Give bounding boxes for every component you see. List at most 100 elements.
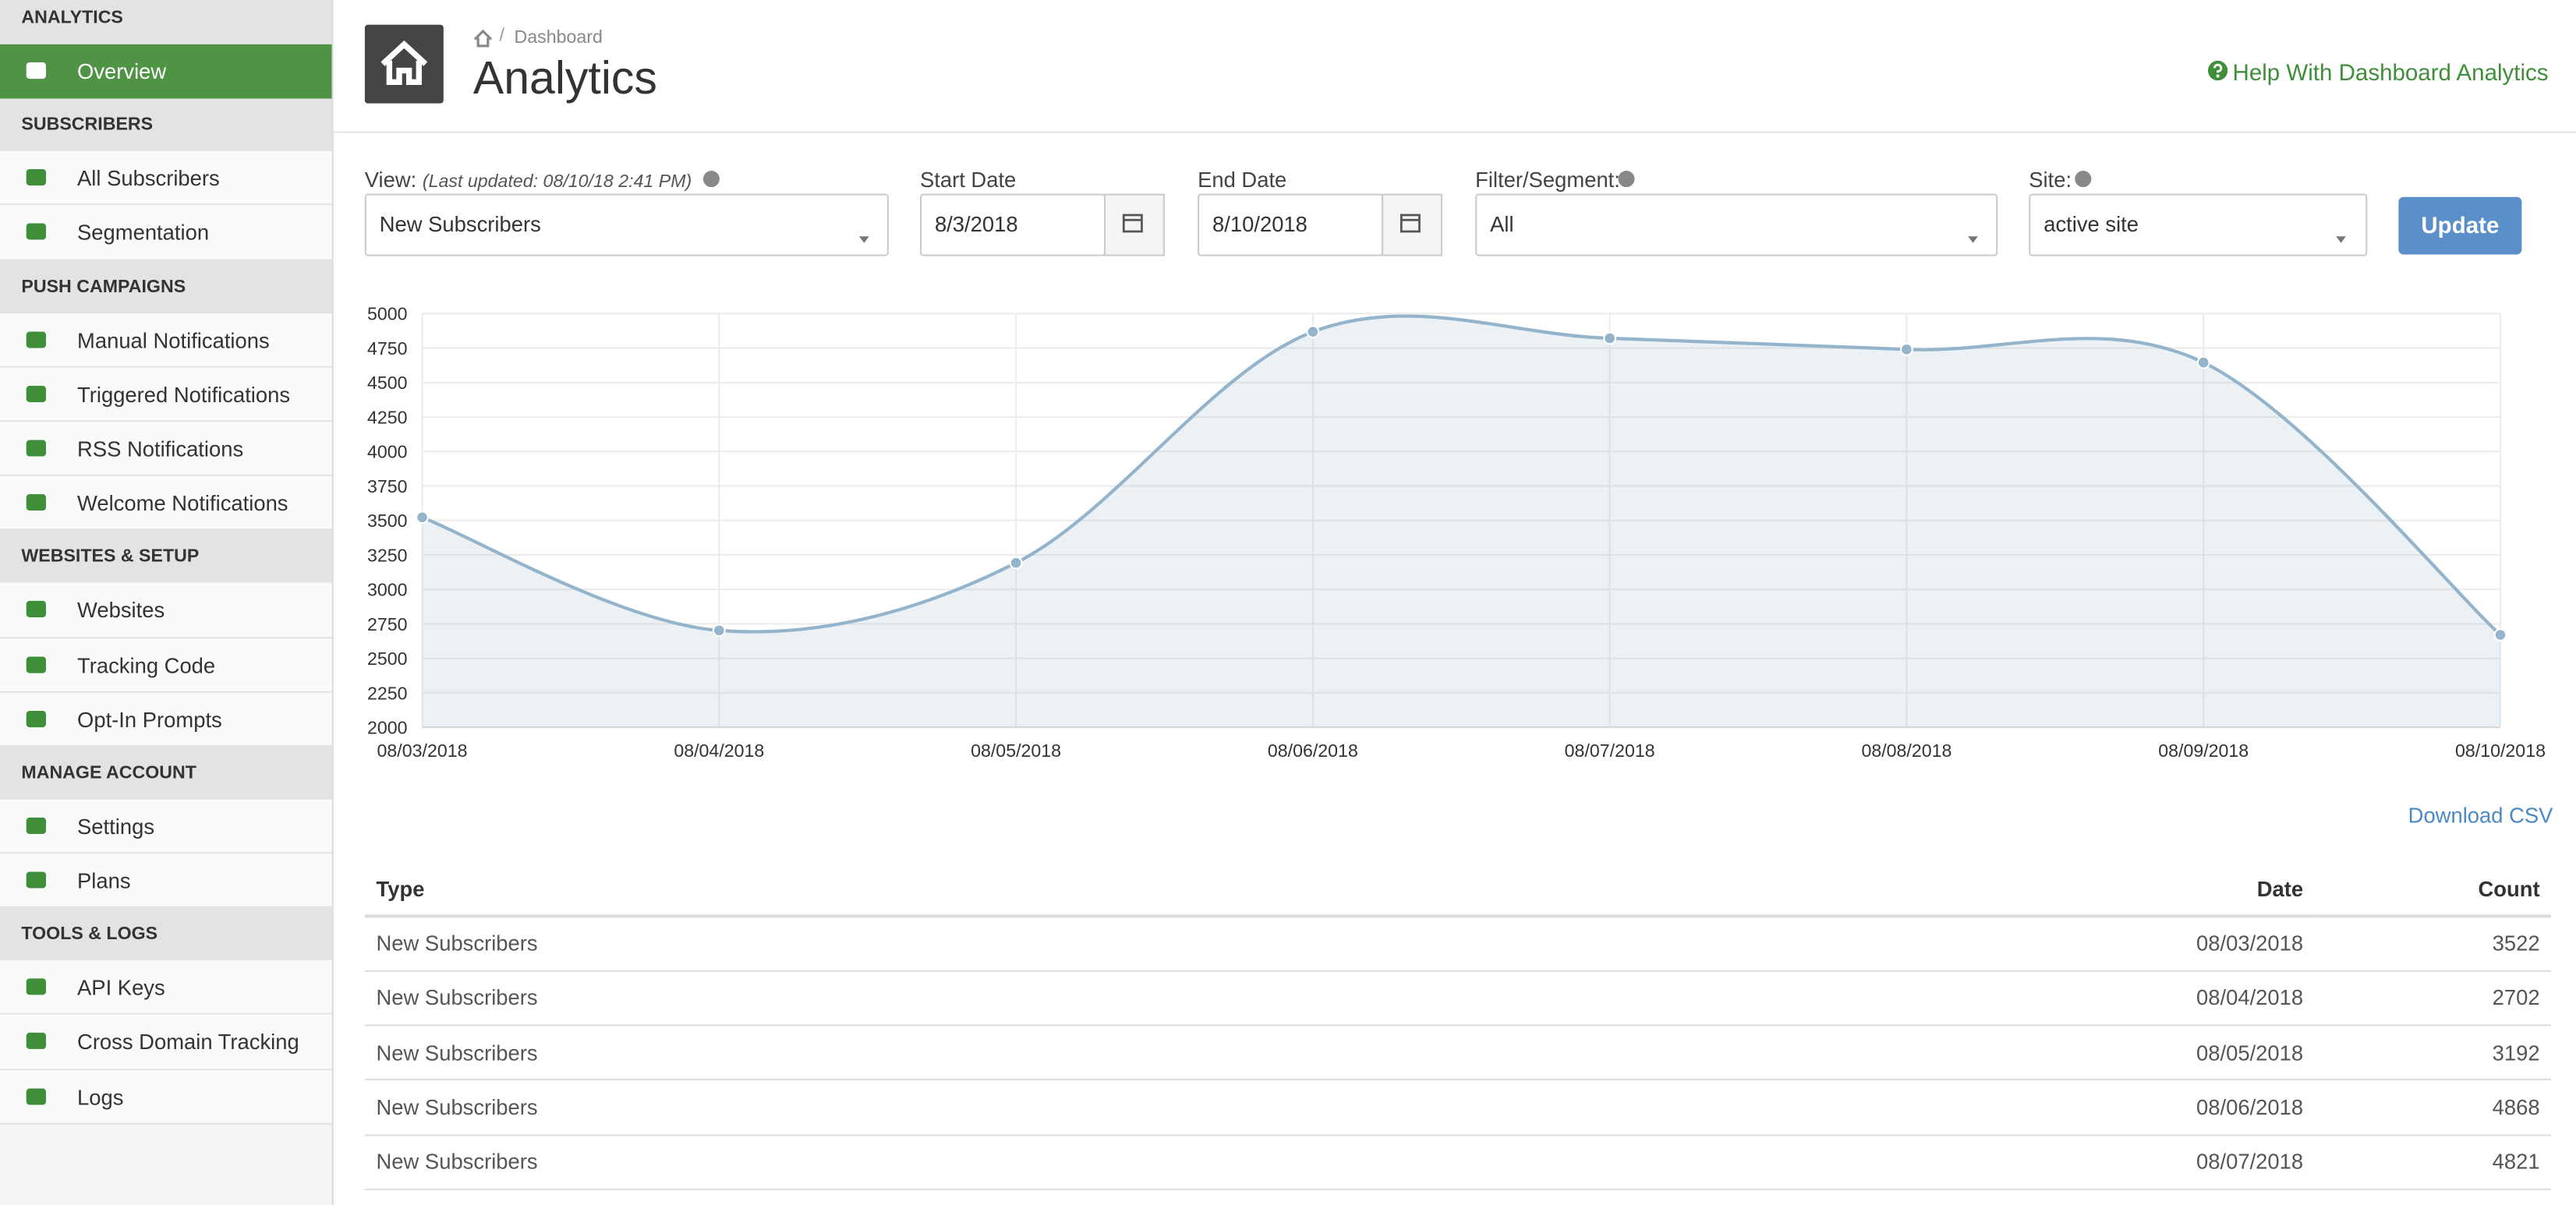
view-select[interactable]: New Subscribers [364,193,889,256]
site-label: Site: [2029,167,2072,193]
nav-item[interactable]: Triggered Notifications [0,367,332,422]
y-tick-label: 2250 [367,683,408,703]
table-cell: 08/07/2018 [2196,1150,2304,1175]
view-label: View: (Last updated: 08/10/18 2:41 PM) [365,168,692,193]
nav-icon-shape [26,169,46,186]
table-cell: 3192 [2492,1040,2540,1065]
start-label: Start Date [919,167,1017,193]
help-icon [2207,60,2228,81]
nav-item[interactable]: API Keys [0,960,332,1016]
nav: ANALYTICS Overview SUBSCRIBERS All Subscrib… [0,0,332,1125]
table-row: New Subscribers 08/07/2018 4821 [364,1135,2552,1189]
nav-item[interactable]: Cross Domain Tracking [0,1015,332,1070]
nav-item[interactable]: All Subscribers [0,151,332,207]
table-cell: 08/06/2018 [2196,1094,2304,1120]
nav-icon-shape [26,330,46,348]
nav-item-label: Logs [77,1084,124,1110]
nav-item[interactable]: Welcome Notifications [0,476,332,531]
start-calendar-button[interactable] [1103,193,1165,256]
start-date-input[interactable]: 8/3/2018 [919,193,1106,256]
y-tick-label: 3250 [367,545,408,565]
nav-section-header: TOOLS & LOGS [0,908,332,961]
nav-icon-shape [26,385,46,402]
nav-item[interactable]: Settings [0,799,332,854]
nav-item[interactable]: Opt-In Prompts [0,692,332,747]
nav-item-label: Tracking Code [77,652,216,677]
x-tick-label: 08/03/2018 [377,740,468,761]
nav-item[interactable]: Segmentation [0,206,332,260]
breadcrumb-separator: / [499,26,505,46]
nav-icon-shape [26,494,46,511]
segment-label: Filter/Segment: [1475,167,1620,193]
y-tick-label: 3000 [367,580,408,600]
y-tick-label: 2750 [367,614,408,634]
table-cell: 3522 [2492,931,2540,956]
nav-icon-shape [26,656,46,673]
line [421,314,2502,637]
help-link[interactable]: Help With Dashboard Analytics [2232,58,2549,86]
nav-item[interactable]: Tracking Code [0,638,332,693]
table-cell: 08/03/2018 [2196,931,2304,956]
nav-icon-shape [26,1087,46,1104]
table-row: New Subscribers 08/05/2018 3192 [364,1026,2552,1080]
nav-item[interactable]: RSS Notifications [0,422,332,477]
y-tick-label: 2000 [367,718,408,738]
nav-icon [26,1087,46,1104]
nav-item[interactable]: Logs [0,1069,332,1125]
nav-icon-shape [26,601,46,618]
download-csv[interactable]: Download CSV [2408,802,2553,828]
column-header: Type [376,875,425,901]
chart: 2000 2250 2500 2750 3000 3250 3500 3750 4000 4250… [367,304,2546,761]
data-table: Type Date Count New Subscribers 08/03/2018 35… [364,862,2552,1190]
nav-item-label: Plans [77,868,131,893]
nav-icon [26,169,46,186]
x-tick-label: 08/04/2018 [674,740,764,761]
nav-item[interactable]: Manual Notifications [0,313,332,368]
y-tick-label: 4250 [367,407,408,427]
table-cell: New Subscribers [376,1040,538,1065]
nav-icon [26,817,46,834]
nav-item[interactable]: Overview [0,44,332,99]
nav-item-label: Triggered Notifications [77,382,291,407]
nav-icon [26,385,46,402]
table-row: New Subscribers 08/06/2018 4868 [364,1080,2552,1135]
y-tick-label: 3500 [367,511,408,531]
nav-icon [26,871,46,889]
nav-icon [26,330,46,348]
nav-icon-shape [26,871,46,889]
table-cell: 4868 [2492,1094,2540,1120]
x-tick-label: 08/09/2018 [2158,740,2249,761]
nav-item[interactable]: Plans [0,853,332,909]
nav-item[interactable]: Websites [0,583,332,638]
home-icon [473,29,493,48]
nav-section-header: ANALYTICS [0,0,332,44]
view-label-text: View: [364,167,417,193]
sidebar: ANALYTICS Overview SUBSCRIBERS All Subscrib… [0,0,334,1205]
site-select[interactable]: active site [2029,193,2368,256]
nav-item-label: Cross Domain Tracking [77,1030,299,1055]
nav-icon-shape [26,978,46,995]
nav-item-label: Segmentation [77,221,210,246]
table-row: New Subscribers 08/04/2018 2702 [364,970,2552,1026]
segment-select[interactable]: All [1475,193,1998,256]
x-tick-label: 08/10/2018 [2455,740,2546,761]
table-header-row: Type Date Count [364,862,2552,917]
nav-item-label: RSS Notifications [77,436,244,461]
breadcrumb[interactable]: Dashboard [514,27,603,48]
update-button[interactable]: Update [2398,196,2522,255]
y-tick-label: 4750 [367,338,408,359]
point [2493,628,2507,641]
point [1603,331,1617,345]
page-title: Analytics [472,52,657,104]
nav-section-header: PUSH CAMPAIGNS [0,260,332,313]
nav-item-label: Websites [77,598,165,623]
end-date-input[interactable]: 8/10/2018 [1198,193,1384,256]
column-header: Date [2256,875,2304,901]
nav-item-label: Settings [77,814,155,839]
end-calendar-button[interactable] [1382,193,1443,256]
table-cell: 08/04/2018 [2196,985,2304,1011]
nav-icon [26,1033,46,1050]
table-cell: New Subscribers [376,1094,538,1120]
